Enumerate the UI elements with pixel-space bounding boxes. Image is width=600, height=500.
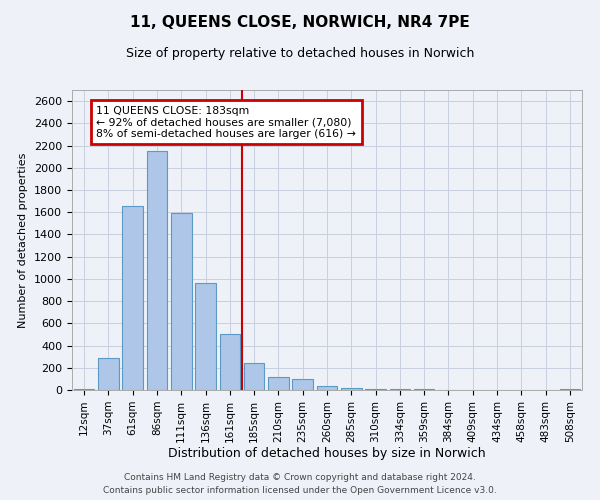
Bar [146,151,167,390]
Bar [268,376,289,390]
Text: Distribution of detached houses by size in Norwich: Distribution of detached houses by size … [168,448,486,460]
Bar [195,284,216,390]
Y-axis label: Number of detached properties: Number of detached properties [19,152,28,328]
Bar [317,386,337,390]
Bar [292,379,313,390]
Bar [244,364,265,390]
Text: Size of property relative to detached houses in Norwich: Size of property relative to detached ho… [126,48,474,60]
Bar [365,389,386,390]
Bar [122,206,143,390]
Text: 11, QUEENS CLOSE, NORWICH, NR4 7PE: 11, QUEENS CLOSE, NORWICH, NR4 7PE [130,15,470,30]
Text: 11 QUEENS CLOSE: 183sqm
← 92% of detached houses are smaller (7,080)
8% of semi-: 11 QUEENS CLOSE: 183sqm ← 92% of detache… [96,106,356,139]
Text: Contains HM Land Registry data © Crown copyright and database right 2024.
Contai: Contains HM Land Registry data © Crown c… [103,474,497,495]
Bar [341,388,362,390]
Bar [98,358,119,390]
Bar [220,334,240,390]
Bar [171,214,191,390]
